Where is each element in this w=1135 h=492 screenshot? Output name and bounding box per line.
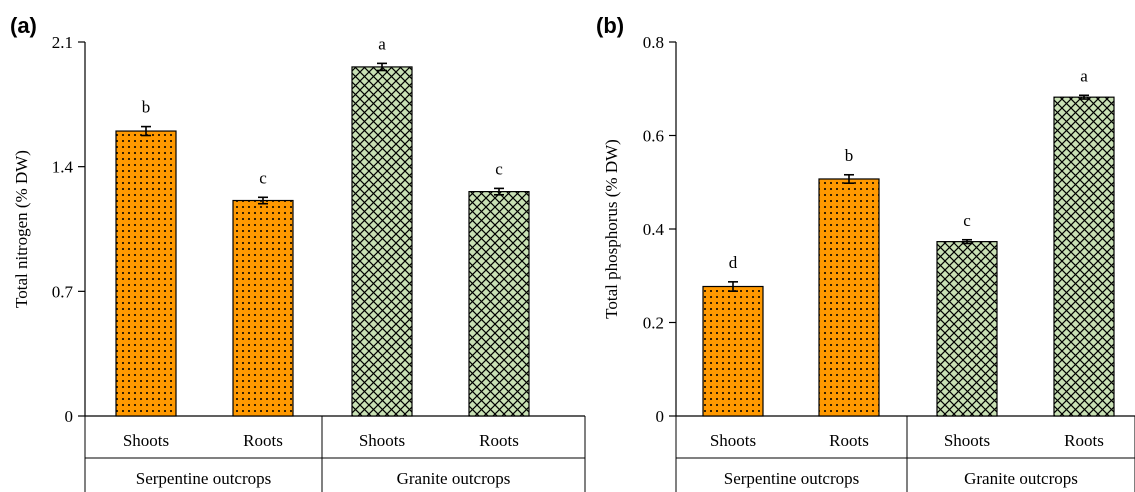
panel-b: (b) Total phosphorus (% DW) 0 0.2 0.4 0.6 0.8 d… [596, 13, 1135, 492]
category-label: Shoots [359, 431, 405, 450]
significance-label: a [378, 34, 386, 53]
y-tick-label: 0.2 [643, 314, 664, 333]
bar [936, 241, 998, 417]
bar [468, 191, 530, 417]
group-label: Serpentine outcrops [724, 469, 860, 488]
category-label: Roots [829, 431, 869, 450]
group-label: Granite outcrops [964, 469, 1078, 488]
bar [115, 130, 177, 417]
significance-label: c [963, 211, 971, 230]
significance-label: d [729, 253, 738, 272]
y-tick-label: 0.4 [643, 220, 665, 239]
significance-label: b [845, 146, 854, 165]
category-label: Roots [479, 431, 519, 450]
panel-label: (b) [596, 13, 624, 38]
group-label: Serpentine outcrops [136, 469, 272, 488]
y-tick-label: 0 [65, 407, 74, 426]
category-label: Shoots [123, 431, 169, 450]
significance-label: c [495, 159, 503, 178]
panel-a: (a) Total nitrogen (% DW) 0 0.7 1.4 2.1 b Shoot… [10, 13, 586, 492]
y-tick-label: 0.8 [643, 33, 664, 52]
panel-label: (a) [10, 13, 37, 38]
y-tick-label: 2.1 [52, 33, 73, 52]
significance-label: a [1080, 66, 1088, 85]
y-tick-label: 0.6 [643, 127, 664, 146]
category-label: Shoots [710, 431, 756, 450]
bar [702, 285, 764, 417]
category-label: Shoots [944, 431, 990, 450]
bar [818, 178, 880, 417]
y-tick-label: 0.7 [52, 282, 74, 301]
group-label: Granite outcrops [397, 469, 511, 488]
bar [351, 66, 413, 417]
y-axis-title: Total nitrogen (% DW) [12, 150, 31, 308]
y-axis-title: Total phosphorus (% DW) [602, 139, 621, 319]
y-tick-label: 0 [656, 407, 665, 426]
bar [232, 199, 294, 417]
category-label: Roots [1064, 431, 1104, 450]
significance-label: b [142, 98, 151, 117]
bar [1053, 96, 1115, 417]
category-label: Roots [243, 431, 283, 450]
y-tick-label: 1.4 [52, 158, 74, 177]
significance-label: c [259, 168, 267, 187]
